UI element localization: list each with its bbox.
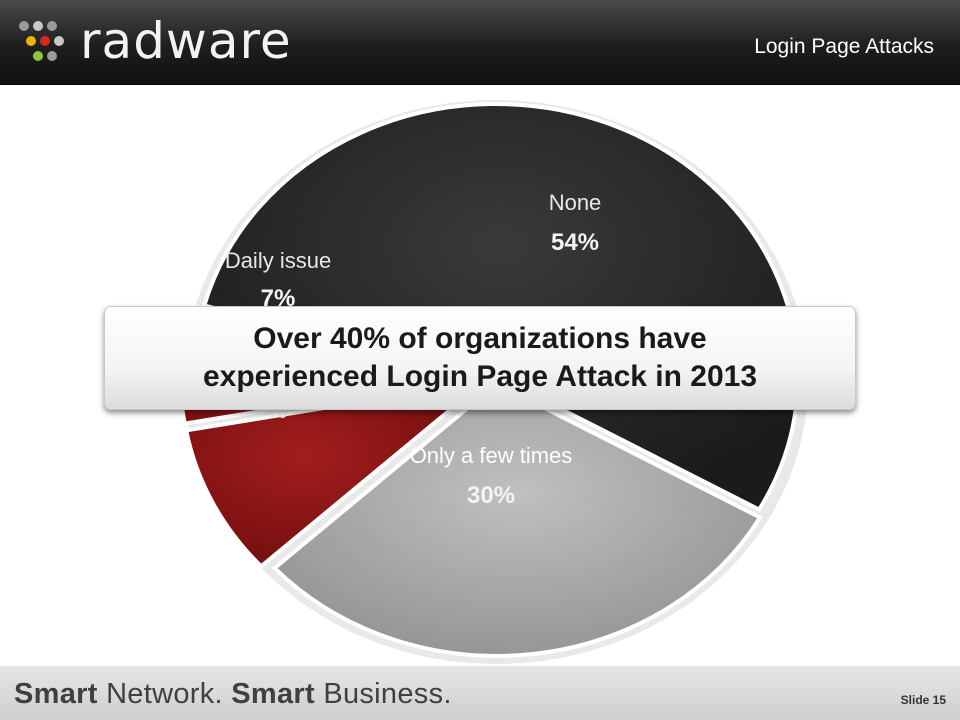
tagline-smart-1: Smart (14, 678, 98, 710)
page-title: Login Page Attacks (754, 35, 934, 58)
logo-wordmark: radware (80, 12, 292, 70)
slice-label: Only a few times (410, 443, 573, 468)
pie-slice-weekly (183, 379, 491, 570)
tagline-business: Business. (323, 678, 452, 710)
callout-line-1: Over 40% of organizations have (253, 322, 707, 355)
slice-label: Daily issue (225, 248, 331, 273)
logo-dots-icon (19, 21, 64, 61)
header-bar: radware Login Page Attacks (0, 0, 960, 85)
slice-label: None (549, 190, 602, 215)
slice-value-label: 54% (551, 229, 599, 256)
tagline-network: Network. (106, 678, 223, 710)
footer-tagline: Smart Network. Smart Business. (14, 678, 452, 711)
pie-slice-only-a-few-times (271, 381, 763, 658)
footer-bar: Smart Network. Smart Business. Slide 15 (0, 666, 960, 720)
tagline-smart-2: Smart (231, 678, 315, 710)
slide-number: Slide 15 (900, 693, 946, 707)
callout-line-2: experienced Login Page Attack in 2013 (202, 360, 758, 393)
slice-value-label: 30% (467, 482, 515, 509)
callout-box: Over 40% of organizations have experienc… (104, 306, 856, 410)
